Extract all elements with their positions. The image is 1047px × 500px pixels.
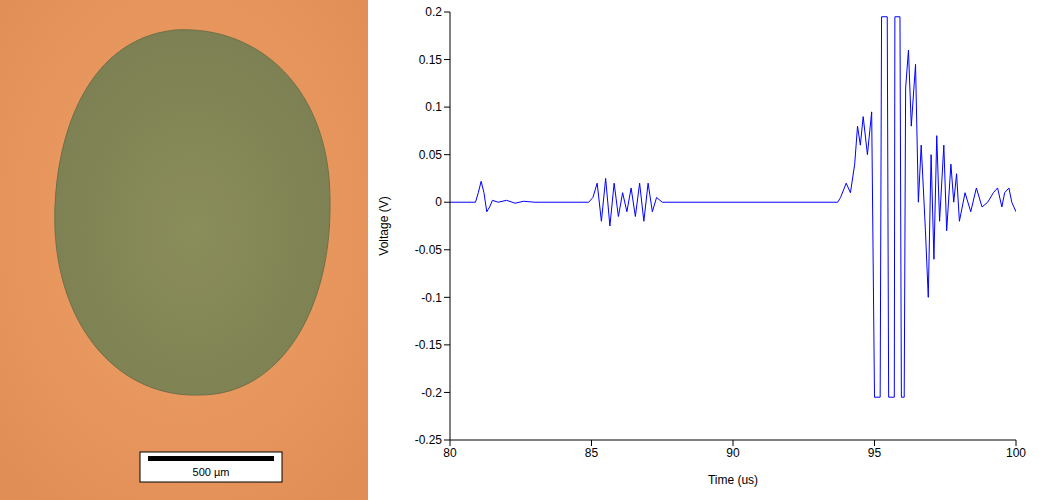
svg-text:0.1: 0.1 xyxy=(425,100,442,114)
svg-text:100: 100 xyxy=(1006,446,1026,460)
svg-text:0.05: 0.05 xyxy=(419,148,443,162)
svg-text:-0.15: -0.15 xyxy=(415,338,443,352)
svg-text:0.2: 0.2 xyxy=(425,5,442,19)
svg-text:500 µm: 500 µm xyxy=(193,466,230,478)
svg-text:90: 90 xyxy=(726,446,740,460)
svg-text:80: 80 xyxy=(443,446,457,460)
svg-text:-0.05: -0.05 xyxy=(415,243,443,257)
svg-text:-0.25: -0.25 xyxy=(415,433,443,447)
svg-text:85: 85 xyxy=(585,446,599,460)
svg-text:0.15: 0.15 xyxy=(419,53,443,67)
svg-text:0: 0 xyxy=(435,195,442,209)
svg-text:-0.2: -0.2 xyxy=(421,386,442,400)
svg-text:Voltage (V): Voltage (V) xyxy=(377,196,391,255)
svg-text:-0.1: -0.1 xyxy=(421,291,442,305)
svg-text:Time (us): Time (us) xyxy=(708,473,758,487)
svg-text:95: 95 xyxy=(868,446,882,460)
